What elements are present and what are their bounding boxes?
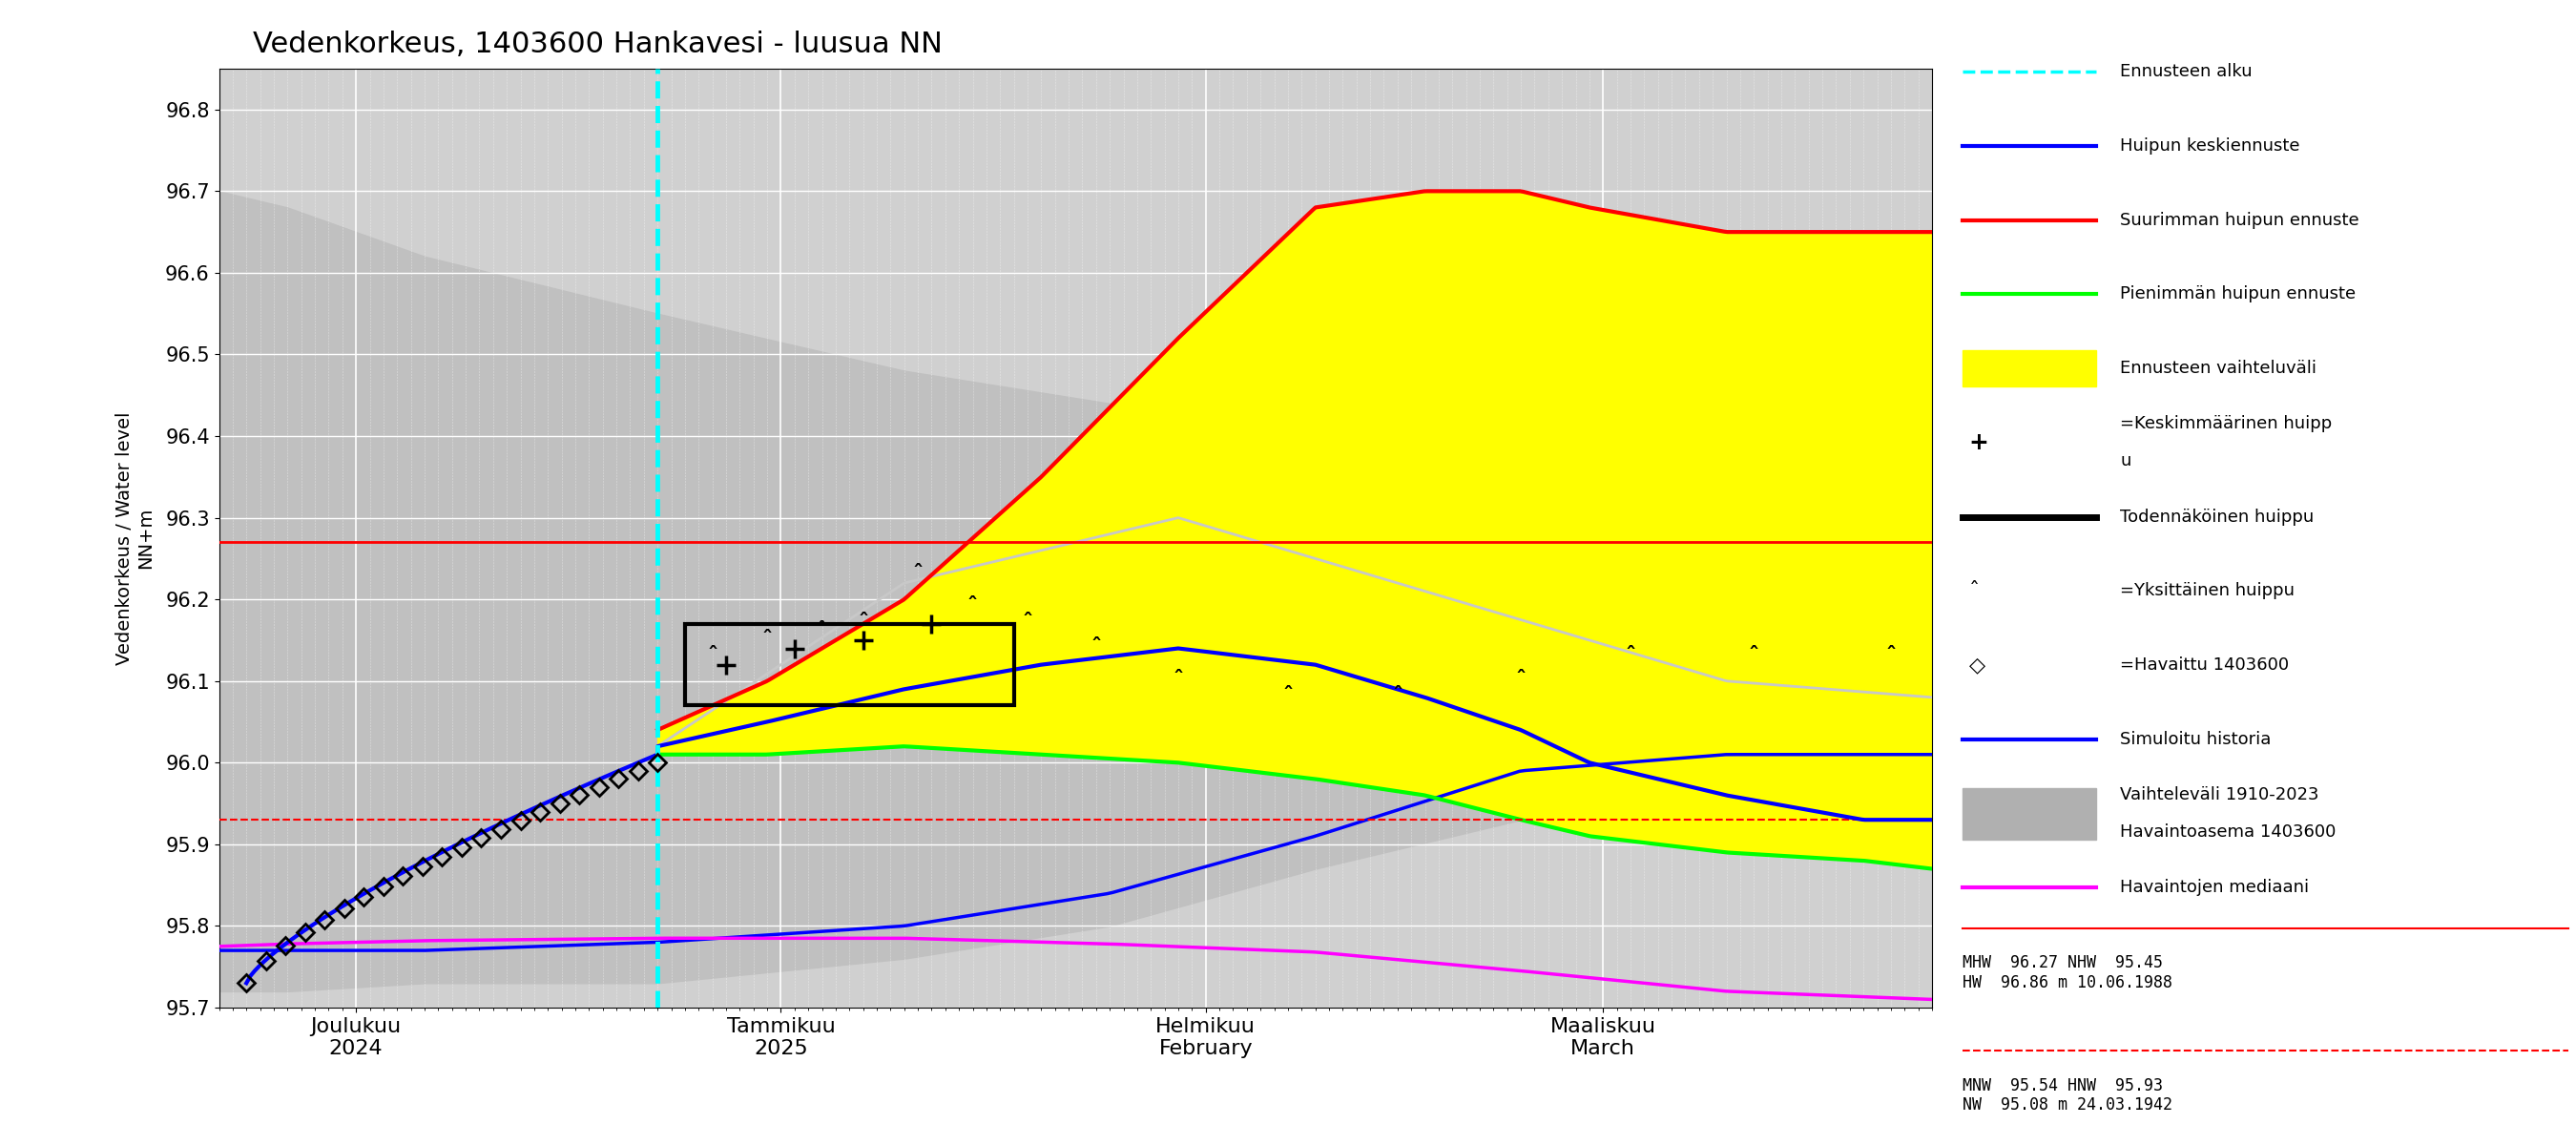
Text: ˆ: ˆ [1968, 582, 1978, 600]
Text: ˆ: ˆ [1749, 646, 1759, 665]
Text: MNW  95.54 HNW  95.93
NW  95.08 m 24.03.1942: MNW 95.54 HNW 95.93 NW 95.08 m 24.03.194… [1963, 1077, 2172, 1114]
Text: ˆ: ˆ [1391, 687, 1404, 705]
Text: Pienimmän huipun ennuste: Pienimmän huipun ennuste [2120, 285, 2357, 302]
Text: ◇: ◇ [1968, 656, 1986, 674]
Text: ˆ: ˆ [912, 564, 922, 583]
Text: Havaintojen mediaani: Havaintojen mediaani [2120, 879, 2308, 897]
Text: =Havaittu 1403600: =Havaittu 1403600 [2120, 656, 2290, 673]
Text: Suurimman huipun ennuste: Suurimman huipun ennuste [2120, 212, 2360, 229]
Text: =Yksittäinen huippu: =Yksittäinen huippu [2120, 583, 2295, 600]
Text: =Keskimmäärinen huipp: =Keskimmäärinen huipp [2120, 416, 2331, 433]
Bar [1963, 788, 2097, 839]
Bar [685, 624, 1015, 705]
Text: ˆ: ˆ [1023, 613, 1033, 632]
Text: Vaihteleväli 1910-2023: Vaihteleväli 1910-2023 [2120, 787, 2318, 804]
Text: ˆ: ˆ [1515, 670, 1525, 689]
Text: ˆ: ˆ [1283, 687, 1293, 705]
Text: Ennusteen vaihteluväli: Ennusteen vaihteluväli [2120, 360, 2316, 377]
Text: ˆ: ˆ [1625, 646, 1636, 665]
Text: Vedenkorkeus, 1403600 Hankavesi - luusua NN: Vedenkorkeus, 1403600 Hankavesi - luusua… [252, 31, 943, 58]
Text: ˆ: ˆ [762, 630, 773, 648]
Text: ˆ: ˆ [969, 597, 979, 616]
Text: ˆ: ˆ [1886, 646, 1896, 665]
Text: ˆ: ˆ [1172, 670, 1182, 689]
Text: Havaintoasema 1403600: Havaintoasema 1403600 [2120, 823, 2336, 840]
Text: u: u [2120, 452, 2130, 469]
Y-axis label: Vedenkorkeus / Water level
NN+m: Vedenkorkeus / Water level NN+m [116, 411, 155, 665]
Text: Todennäköinen huippu: Todennäköinen huippu [2120, 508, 2313, 526]
Text: ˆ: ˆ [817, 621, 827, 640]
Text: Simuloitu historia: Simuloitu historia [2120, 731, 2272, 748]
Text: ˆ: ˆ [706, 646, 719, 665]
Text: Huipun keskiennuste: Huipun keskiennuste [2120, 137, 2300, 155]
Text: +: + [1968, 431, 1989, 453]
Text: Ennusteen alku: Ennusteen alku [2120, 63, 2251, 80]
Text: MHW  96.27 NHW  95.45
HW  96.86 m 10.06.1988: MHW 96.27 NHW 95.45 HW 96.86 m 10.06.198… [1963, 955, 2172, 992]
Text: ˆ: ˆ [858, 613, 868, 632]
Bar [1963, 350, 2097, 386]
Text: ˆ: ˆ [1090, 638, 1103, 656]
